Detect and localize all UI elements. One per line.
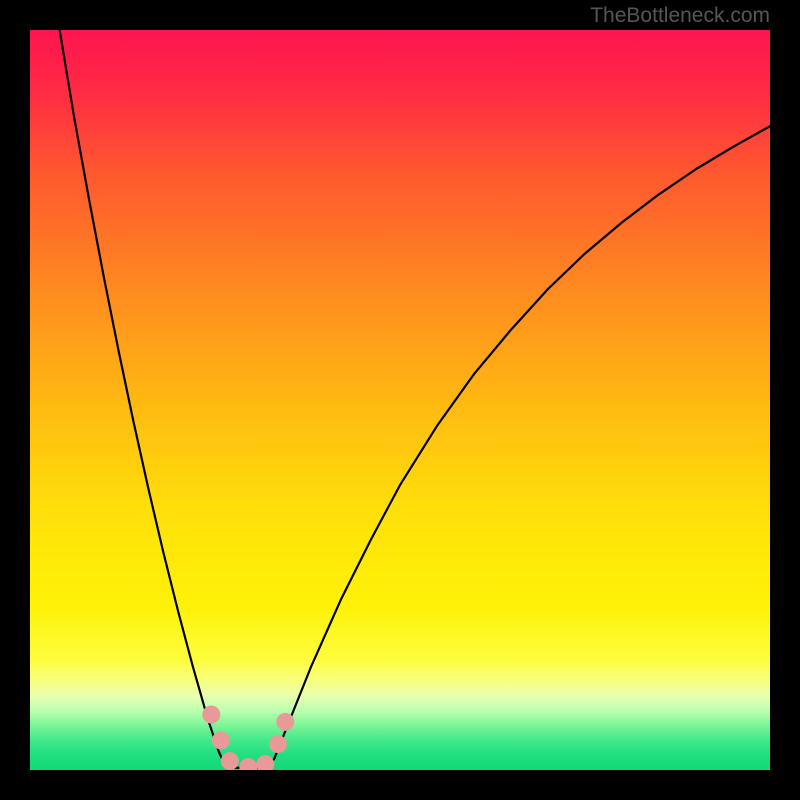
- marker-point: [212, 731, 230, 749]
- marker-point: [202, 706, 220, 724]
- marker-point: [256, 755, 274, 770]
- plot-area: [30, 30, 770, 770]
- bottleneck-curve: [60, 30, 770, 768]
- marker-point: [276, 713, 294, 731]
- marker-point: [221, 752, 239, 770]
- marker-point: [269, 735, 287, 753]
- chart-frame: TheBottleneck.com: [0, 0, 800, 800]
- marker-point: [239, 758, 257, 770]
- curve-markers: [202, 706, 294, 771]
- watermark-text: TheBottleneck.com: [590, 4, 770, 28]
- curve-layer: [30, 30, 770, 770]
